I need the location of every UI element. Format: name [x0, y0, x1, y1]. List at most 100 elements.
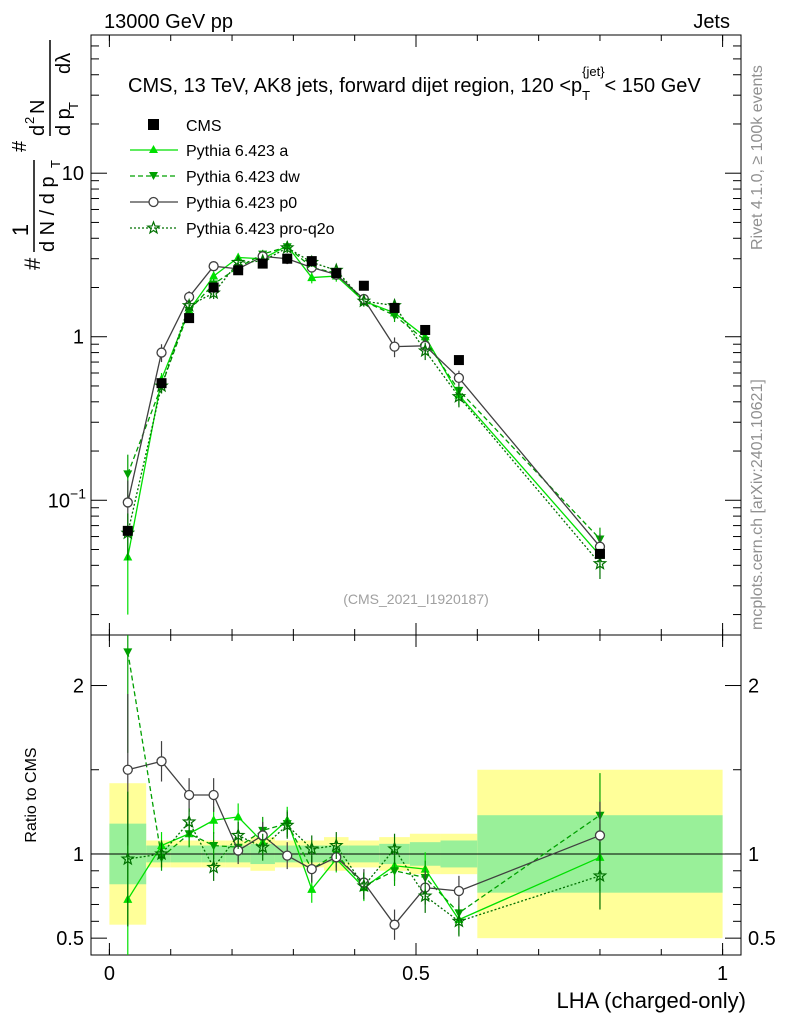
ratio-line-1: [127, 651, 601, 914]
cms-point: [306, 256, 317, 267]
ratio-point: [356, 878, 372, 893]
series-line-1: [127, 246, 601, 540]
ratio-point: [328, 837, 344, 852]
ratio-point: [230, 827, 246, 842]
cms-point: [358, 280, 369, 291]
ratio-point: [389, 919, 400, 930]
svg-text:d p: d p: [53, 108, 75, 136]
series-line-0: [127, 244, 601, 558]
ratio-point: [387, 841, 402, 856]
data-point: [451, 388, 467, 403]
ratio-point: [453, 885, 465, 897]
cms-point: [594, 548, 605, 559]
lower-series: [120, 635, 608, 955]
ratio-point: [307, 884, 317, 893]
axis-ticks: 0 0.5 1 10−1 1 10 0.5 0.5 1 1 2 2: [48, 34, 776, 985]
svg-text:Pythia 6.423 p0: Pythia 6.423 p0: [186, 195, 297, 212]
cms-point: [184, 313, 195, 324]
cms-point: [122, 525, 133, 536]
mcplots-label: mcplots.cern.ch [arXiv:2401.10621]: [749, 379, 766, 630]
svg-text:#: #: [20, 257, 45, 270]
ratio-point: [417, 888, 433, 903]
svg-text:Pythia 6.423 pro-q2o: Pythia 6.423 pro-q2o: [186, 221, 335, 238]
svg-text:dλ: dλ: [53, 53, 75, 74]
chart-title: CMS, 13 TeV, AK8 jets, forward dijet reg…: [128, 64, 701, 103]
y-axis-label-upper: # 1 d N / d p T # d 2 N d p T dλ: [8, 40, 81, 270]
svg-text:Pythia 6.423 dw: Pythia 6.423 dw: [186, 169, 300, 186]
x-tick-label: 0.5: [402, 963, 430, 985]
ratio-point: [390, 867, 400, 876]
ratio-point: [306, 863, 317, 875]
header-right: Jets: [693, 11, 730, 33]
upper-series: [120, 240, 608, 615]
ratio-point: [156, 756, 167, 767]
ratio-point: [154, 846, 169, 861]
ratio-tick-label-right: 0.5: [748, 928, 776, 950]
data-point: [453, 372, 465, 384]
data-point: [389, 341, 400, 352]
cms-point: [420, 324, 431, 335]
ratio-point: [594, 830, 606, 841]
ratio-point: [279, 817, 295, 832]
data-point: [181, 297, 197, 312]
ratio-tick-label-left: 0.5: [56, 928, 84, 950]
data-point: [307, 272, 317, 282]
ratio-point: [282, 850, 293, 861]
ratio-point: [208, 789, 219, 801]
data-point: [123, 470, 133, 479]
data-point: [208, 261, 219, 272]
data-point: [279, 240, 295, 254]
data-point: [390, 311, 400, 321]
ratio-point: [255, 839, 271, 854]
ratio-line-0: [127, 816, 601, 921]
svg-text:T: T: [48, 160, 63, 168]
svg-text:d: d: [27, 125, 49, 136]
ratio-point: [206, 859, 221, 874]
svg-text:CMS: CMS: [186, 118, 222, 135]
cms-point: [208, 282, 219, 293]
cms-point: [453, 355, 464, 366]
data-point: [156, 347, 167, 358]
ratio-point: [209, 842, 219, 851]
header-left: 13000 GeV pp: [104, 11, 233, 33]
legend-item-a: Pythia 6.423 a: [130, 143, 288, 160]
cms-point: [282, 253, 293, 264]
svg-text:1: 1: [8, 224, 33, 236]
ratio-point: [451, 913, 467, 928]
x-tick-label: 1: [717, 963, 728, 985]
legend-item-dw: Pythia 6.423 dw: [130, 169, 300, 186]
ratio-tick-label-left: 1: [73, 844, 84, 866]
x-tick-label: 0: [104, 963, 115, 985]
svg-text:d N / d p: d N / d p: [37, 176, 59, 252]
svg-text:#: #: [9, 140, 31, 152]
data-point: [592, 555, 608, 570]
data-point: [417, 343, 433, 358]
ratio-tick-label-right: 2: [748, 676, 759, 698]
y-tick-label: 10−1: [48, 485, 86, 512]
ratio-point: [304, 841, 320, 856]
ratio-tick-label-left: 2: [73, 676, 84, 698]
ratio-point: [233, 811, 243, 821]
ratio-point: [120, 851, 136, 866]
legend-item-pro-q2o: Pythia 6.423 pro-q2o: [130, 220, 335, 238]
legend-item-cms: CMS: [148, 118, 222, 135]
cms-point: [331, 268, 342, 279]
ratio-point: [122, 764, 133, 775]
cms-point: [257, 258, 268, 269]
svg-text:T: T: [66, 102, 81, 110]
cms-data: [122, 253, 605, 559]
data-point: [230, 254, 246, 269]
ratio-line-3: [127, 820, 601, 923]
ratio-point: [123, 648, 133, 657]
y-tick-label: 10: [62, 163, 84, 185]
cms-point: [389, 302, 400, 313]
legend-item-p0: Pythia 6.423 p0: [130, 195, 297, 212]
svg-text:Pythia 6.423 a: Pythia 6.423 a: [186, 143, 288, 160]
analysis-watermark: (CMS_2021_I1920187): [343, 591, 489, 607]
ratio-point: [592, 868, 608, 883]
rivet-label: Rivet 4.1.0, ≥ 100k events: [749, 65, 766, 250]
cms-point: [156, 378, 167, 389]
data-point: [356, 293, 372, 308]
